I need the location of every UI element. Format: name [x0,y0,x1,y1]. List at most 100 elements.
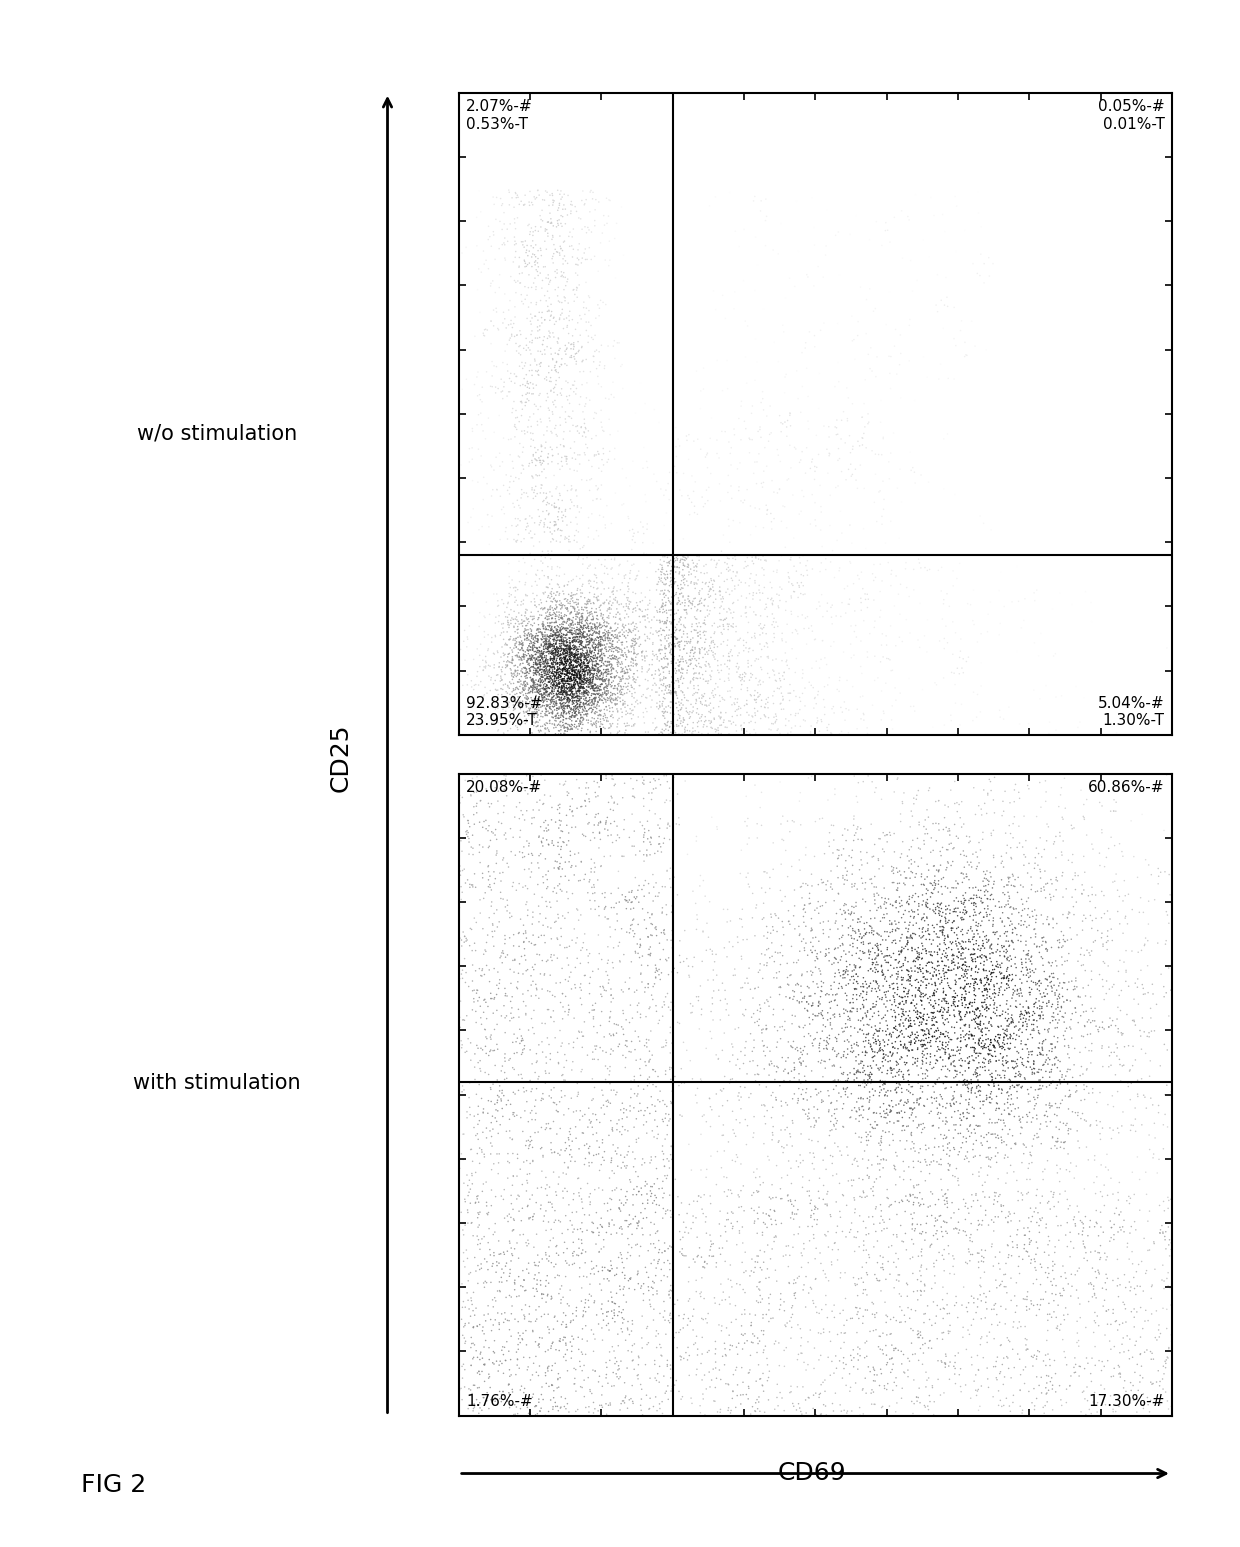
Point [449,212,469,237]
Point [537,710,557,735]
Point [526,659,546,684]
Point [553,656,573,681]
Point [656,1030,676,1055]
Point [833,933,853,958]
Point [618,1355,637,1380]
Point [513,845,533,869]
Point [812,1298,832,1323]
Point [667,617,687,642]
Point [678,630,698,654]
Point [613,722,632,747]
Point [739,1375,759,1400]
Point [520,831,539,855]
Point [925,972,945,996]
Point [813,1148,833,1173]
Point [894,1035,914,1060]
Point [1089,1258,1109,1282]
Point [712,419,732,444]
Point [771,674,791,699]
Point [941,958,961,982]
Point [626,667,646,692]
Point [733,1383,753,1408]
Point [1162,1026,1182,1050]
Point [632,1377,652,1402]
Point [565,976,585,1001]
Point [505,244,525,269]
Point [722,644,742,668]
Point [980,972,999,996]
Point [934,1208,954,1233]
Point [546,597,565,622]
Point [480,1024,500,1049]
Point [696,642,715,667]
Point [878,1032,898,1057]
Point [639,781,658,806]
Point [908,1389,928,1414]
Point [547,888,567,913]
Point [490,945,510,970]
Point [835,817,854,842]
Point [665,719,684,744]
Point [520,1346,539,1371]
Point [562,1058,582,1083]
Point [502,1293,522,1318]
Point [531,511,551,535]
Point [745,450,765,475]
Point [1085,996,1105,1021]
Point [1009,1208,1029,1233]
Point [577,654,596,679]
Point [780,820,800,845]
Point [1009,911,1029,936]
Point [572,602,591,627]
Point [899,1058,919,1083]
Point [890,1165,910,1190]
Point [920,1044,940,1069]
Point [526,1329,546,1354]
Point [501,656,521,681]
Point [487,1279,507,1304]
Point [1024,588,1044,613]
Point [1001,1024,1021,1049]
Point [554,713,574,738]
Point [600,631,620,656]
Point [838,1063,858,1088]
Point [888,766,908,791]
Point [548,1242,568,1267]
Point [1104,1364,1123,1389]
Point [951,905,971,930]
Point [941,1044,961,1069]
Point [618,661,637,685]
Point [506,634,526,659]
Point [481,1111,501,1135]
Point [1162,941,1182,965]
Point [533,449,553,473]
Point [991,1108,1011,1132]
Point [596,555,616,580]
Point [1003,1309,1023,1334]
Point [489,1358,508,1383]
Point [899,849,919,874]
Point [844,1095,864,1120]
Point [1037,1092,1056,1117]
Point [683,993,703,1018]
Point [652,557,672,582]
Point [534,681,554,705]
Point [1013,1013,1033,1038]
Point [956,1033,976,1058]
Point [595,650,615,674]
Point [469,1036,489,1061]
Point [823,1077,843,1101]
Point [650,1301,670,1326]
Point [467,1233,487,1258]
Point [836,1069,856,1094]
Point [699,1244,719,1269]
Point [946,972,966,996]
Point [745,1398,765,1423]
Point [645,1171,665,1196]
Point [873,1255,893,1279]
Point [608,636,627,661]
Point [999,975,1019,999]
Point [449,617,469,642]
Point [890,801,910,826]
Point [557,634,577,659]
